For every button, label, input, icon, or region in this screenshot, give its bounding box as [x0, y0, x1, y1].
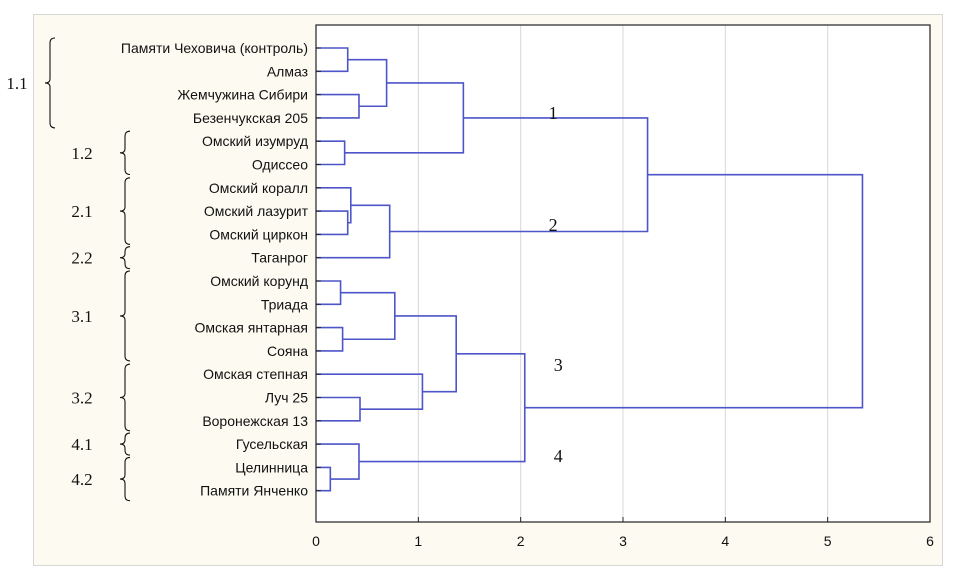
leaf-label: Сояна [267, 343, 308, 359]
leaf-label: Омский коралл [209, 180, 308, 196]
x-axis-ticks: 0 1 2 3 4 5 6 [312, 47, 934, 549]
dendrogram-link [316, 210, 349, 236]
dendrogram-link [316, 140, 346, 166]
leaf-label: Памяти Янченко [200, 483, 308, 499]
leaf-label: Безенчукская 205 [193, 110, 308, 126]
dendrogram-link [316, 396, 361, 422]
group-label: 2.2 [71, 249, 92, 268]
group-label: 1.1 [6, 74, 27, 93]
leaf-label: Омская янтарная [195, 320, 308, 336]
x-tick-label: 3 [619, 533, 627, 549]
cluster-label: 2 [549, 215, 558, 235]
x-tick-label: 5 [824, 533, 832, 549]
cluster-label: 1 [549, 103, 558, 123]
cluster-label: 4 [554, 446, 563, 466]
group-label: 2.1 [71, 202, 92, 221]
group-label: 4.1 [71, 435, 92, 454]
x-tick-label: 4 [721, 533, 729, 549]
group-label: 3.1 [71, 307, 92, 326]
group-label: 3.2 [71, 389, 92, 408]
leaf-label: Жемчужина Сибири [177, 87, 308, 103]
leaf-labels: Памяти Чеховича (контроль) Алмаз Жемчужина… [121, 40, 309, 499]
leaf-label: Омский лазурит [204, 203, 309, 219]
group-brace [119, 130, 131, 176]
leaf-label: Таганрог [251, 250, 308, 266]
leaf-label: Триада [261, 296, 308, 312]
leaf-label: Луч 25 [265, 390, 308, 406]
dendrogram-link [316, 187, 352, 224]
leaf-label: Целинница [235, 459, 308, 475]
group-label: 4.2 [71, 470, 92, 489]
leaf-label: Омский циркон [209, 226, 308, 242]
dendrogram-link [524, 173, 864, 409]
group-brace [119, 456, 131, 502]
x-tick-label: 0 [312, 533, 320, 549]
x-tick-label: 6 [926, 533, 934, 549]
group-brace [119, 270, 131, 362]
leaf-label: Гусельская [236, 436, 308, 452]
leaf-label: Омский корунд [210, 273, 308, 289]
gridlines [316, 25, 930, 522]
leaf-label: Омская степная [203, 366, 308, 382]
group-label: 1.2 [71, 144, 92, 163]
x-tick-label: 1 [414, 533, 422, 549]
leaf-label: Алмаз [267, 63, 308, 79]
group-brace [119, 246, 131, 270]
cluster-label: 3 [554, 355, 563, 375]
leaf-label: Омский изумруд [202, 133, 308, 149]
dendrogram-links [316, 47, 864, 492]
cluster-labels: 1 2 3 4 [549, 103, 563, 466]
leaf-label: Воронежская 13 [202, 413, 308, 429]
leaf-label: Одиссео [252, 157, 308, 173]
group-brackets: 1.1 1.2 2.1 2.2 3.1 3.2 4.1 4.2 [6, 37, 131, 502]
leaf-label: Памяти Чеховича (контроль) [121, 40, 308, 56]
group-brace [44, 37, 56, 129]
group-brace [119, 432, 131, 456]
group-brace [119, 177, 131, 245]
dendrogram-link [316, 47, 349, 73]
group-brace [119, 363, 131, 432]
x-tick-label: 2 [517, 533, 525, 549]
